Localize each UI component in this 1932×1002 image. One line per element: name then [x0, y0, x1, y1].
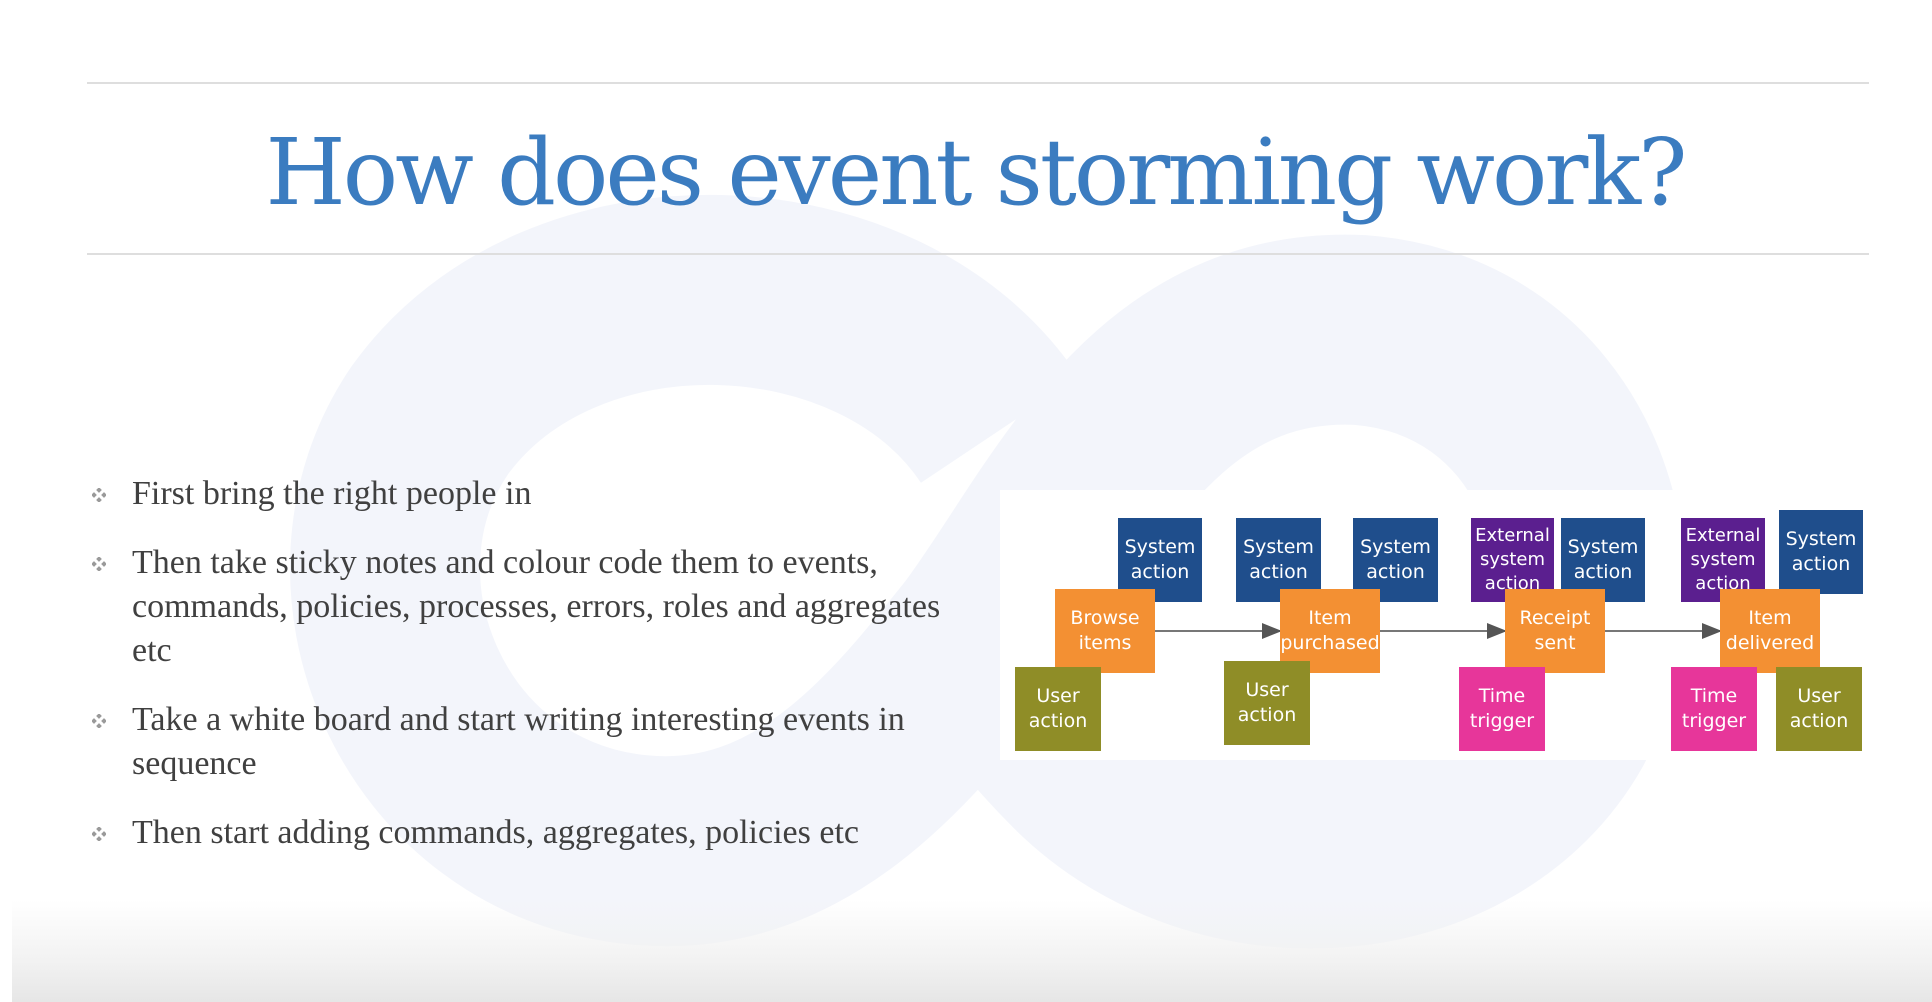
title-divider	[87, 253, 1869, 255]
time-trigger-note: Time trigger	[1459, 667, 1545, 751]
bullet-text: First bring the right people in	[132, 475, 532, 512]
bullet-text: Then start adding commands, aggregates, …	[132, 814, 859, 851]
system-action-note: System action	[1353, 518, 1438, 602]
system-action-note: System action	[1561, 518, 1645, 602]
user-action-note: User action	[1776, 667, 1862, 751]
bullet-item: Take a white board and start writing int…	[92, 698, 972, 786]
four-diamond-bullet-icon	[92, 827, 106, 841]
bullet-item: First bring the right people in	[92, 472, 972, 516]
system-action-note: System action	[1236, 518, 1321, 602]
system-action-note: System action	[1779, 510, 1863, 594]
receipt-sent-event-note: Receipt sent	[1505, 589, 1605, 673]
bullet-text: Then take sticky notes and colour code t…	[132, 544, 941, 669]
time-trigger-note: Time trigger	[1671, 667, 1757, 751]
four-diamond-bullet-icon	[92, 488, 106, 502]
bullet-item: Then start adding commands, aggregates, …	[92, 811, 972, 855]
item-delivered-event-note: Item delivered	[1720, 589, 1820, 673]
event-storming-diagram: System action Browse items User action S…	[1000, 490, 1863, 760]
user-action-note: User action	[1015, 667, 1101, 751]
top-divider	[87, 82, 1869, 84]
bullet-list: First bring the right people in Then tak…	[92, 472, 972, 880]
external-system-action-note: External system action	[1471, 518, 1554, 602]
four-diamond-bullet-icon	[92, 714, 106, 728]
four-diamond-bullet-icon	[92, 557, 106, 571]
bottom-shadow	[12, 900, 1932, 1002]
bullet-text: Take a white board and start writing int…	[132, 701, 905, 782]
external-system-action-note: External system action	[1681, 518, 1765, 602]
user-action-note: User action	[1224, 661, 1310, 745]
browse-items-event-note: Browse items	[1055, 589, 1155, 673]
item-purchased-event-note: Item purchased	[1280, 589, 1380, 673]
system-action-note: System action	[1118, 518, 1202, 602]
timeline-arrows	[1155, 623, 1722, 639]
bullet-item: Then take sticky notes and colour code t…	[92, 541, 972, 673]
slide-title: How does event storming work?	[265, 119, 1688, 226]
